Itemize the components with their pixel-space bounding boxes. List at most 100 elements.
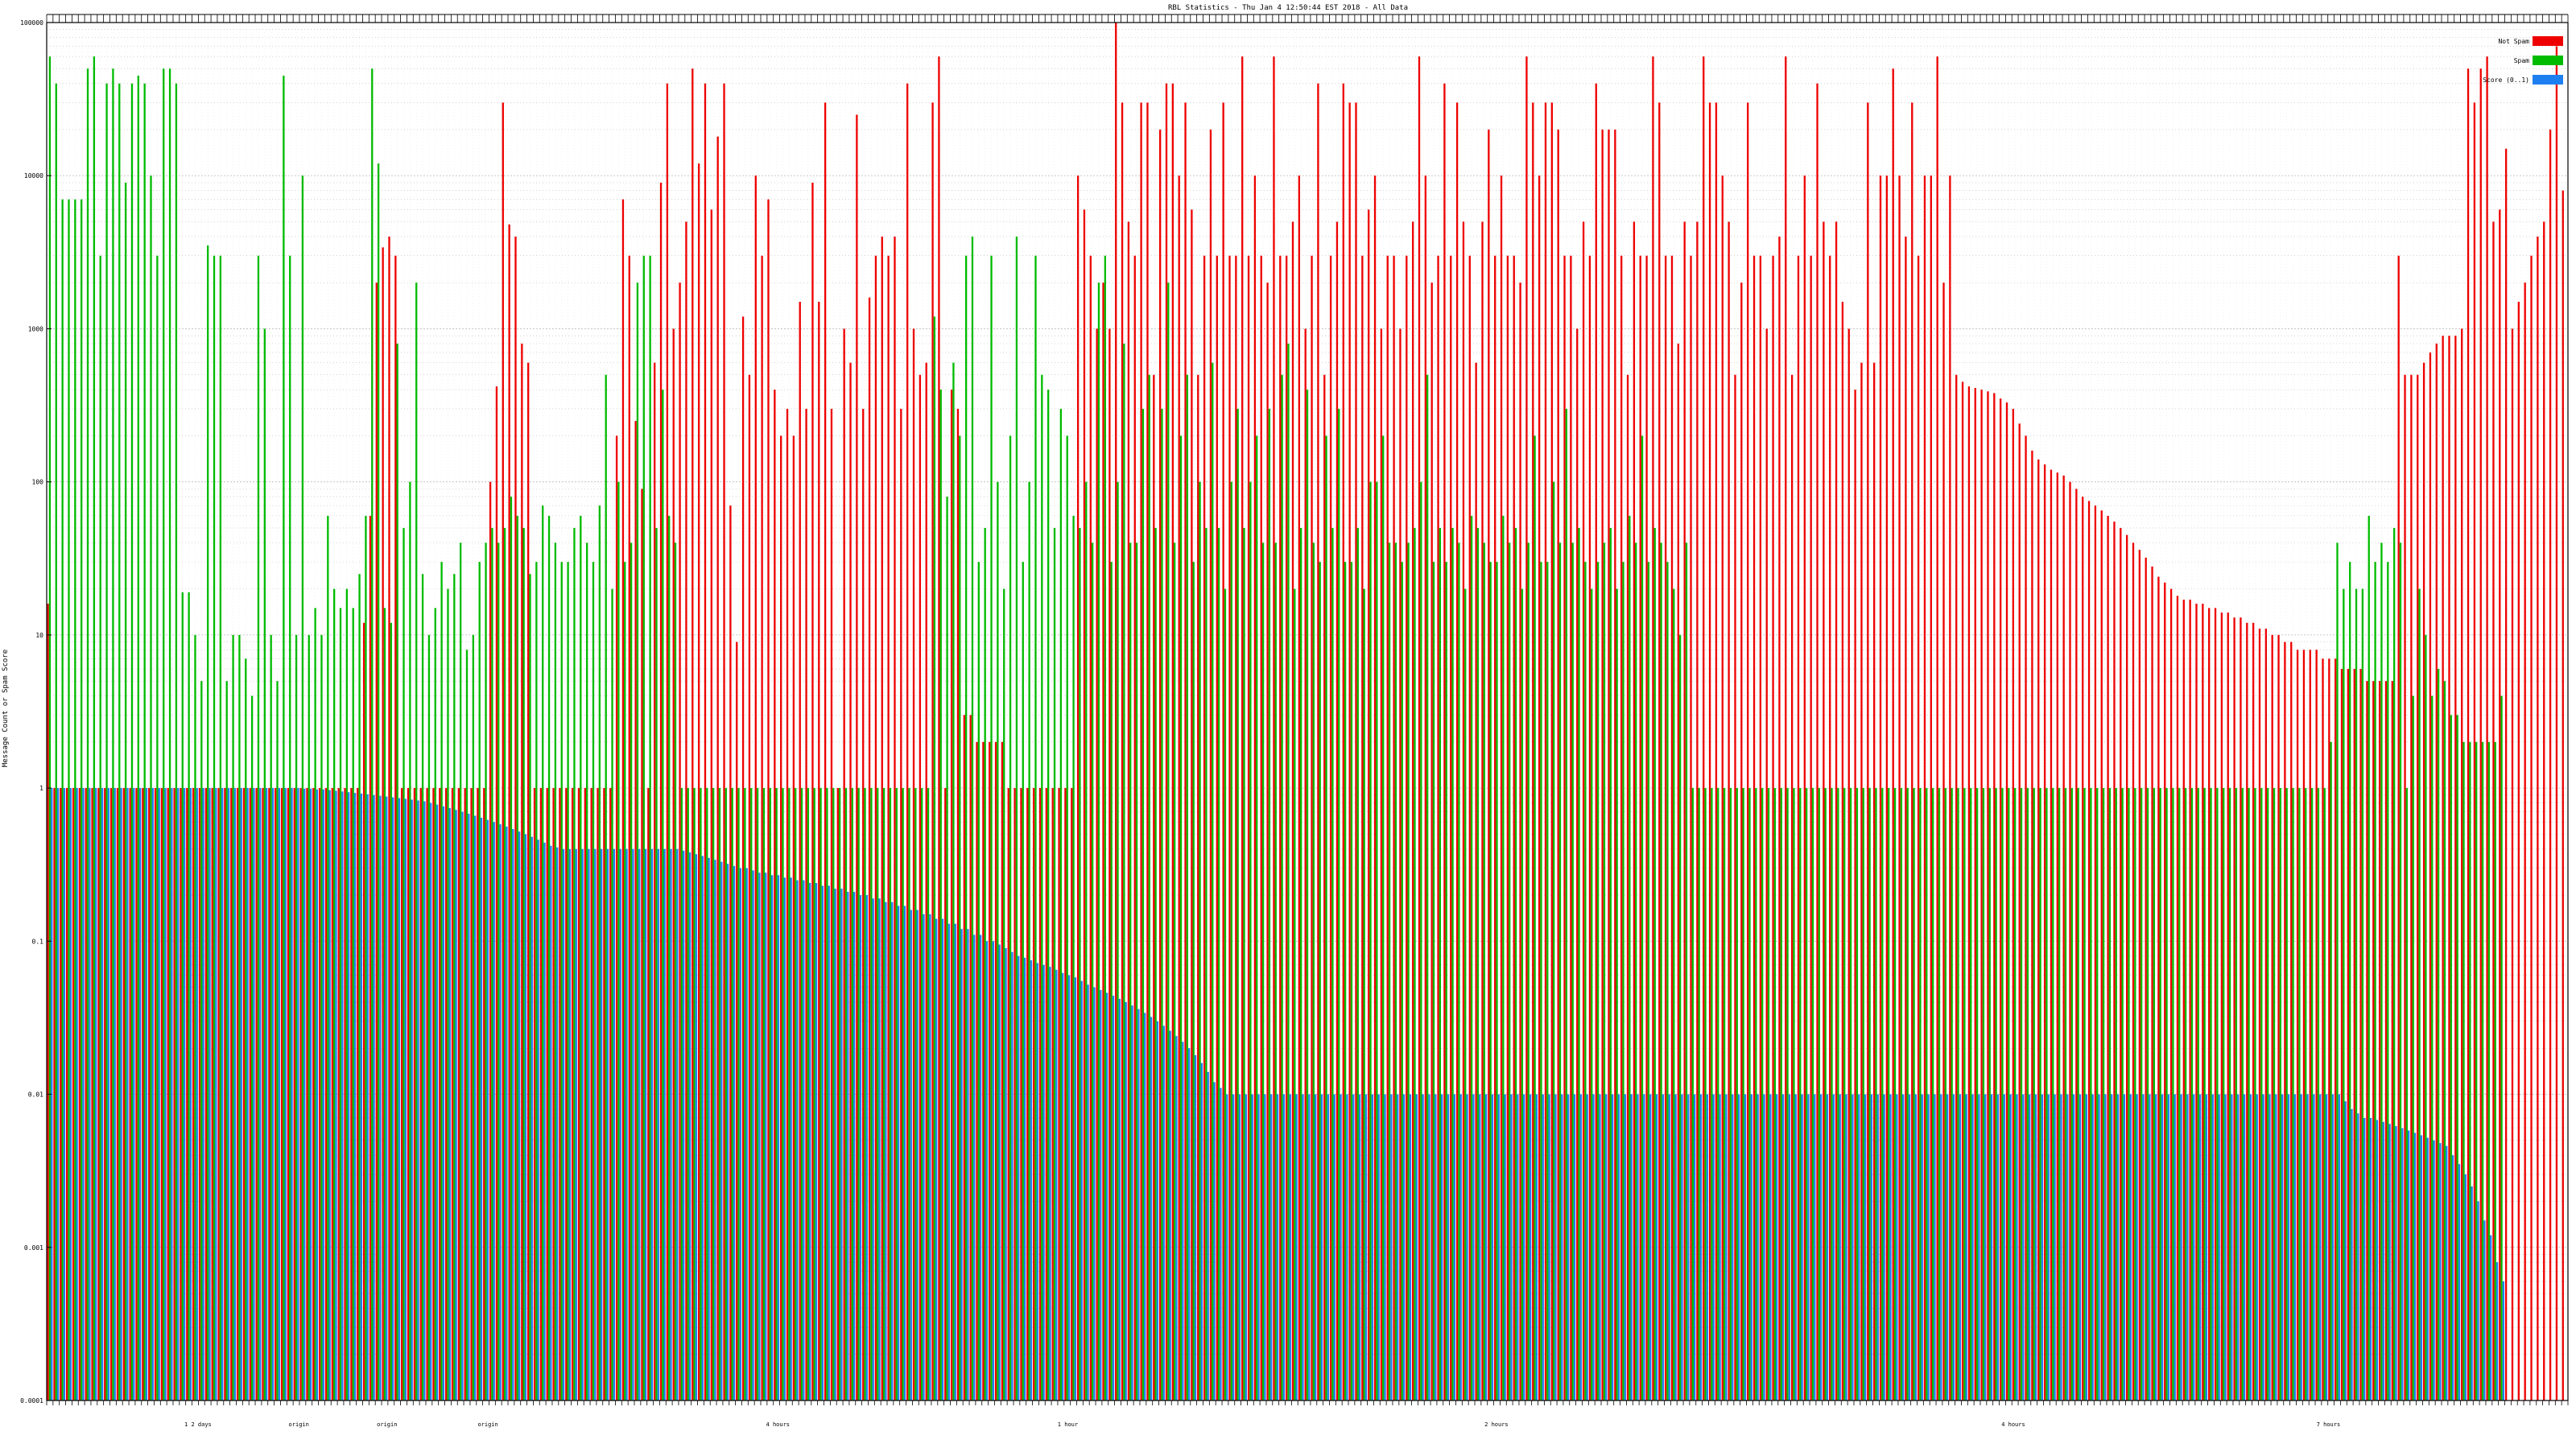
not_spam-bar (2284, 641, 2286, 1400)
not_spam-bar (1500, 175, 1503, 1401)
score-bar (2034, 1094, 2037, 1400)
score-bar (107, 788, 110, 1400)
not_spam-bar (2562, 190, 2564, 1400)
score-bar (265, 788, 268, 1400)
score-bar (834, 889, 836, 1400)
not_spam-bar (2043, 464, 2046, 1400)
y-tick-label: 0.1 (32, 938, 44, 945)
score-bar (309, 788, 312, 1400)
score-bar (1788, 1094, 1791, 1400)
score-bar (1763, 1094, 1765, 1400)
x-axis-ticks: 1 2 days origin origin origin 4 hours 1 hour 2… (46, 14, 2569, 1428)
score-bar (1883, 1094, 1885, 1400)
score-bar (929, 914, 931, 1400)
spam-bar (2096, 788, 2099, 1400)
score-bar (2344, 1101, 2347, 1400)
score-bar (1535, 1094, 1538, 1400)
not_spam-bar (148, 788, 151, 1400)
not_spam-bar (483, 788, 485, 1400)
not_spam-bar (2410, 374, 2413, 1401)
spam-bar (921, 788, 923, 1400)
not_spam-bar (741, 316, 745, 1400)
spam-bar (2178, 788, 2181, 1400)
spam-bar (2216, 788, 2219, 1400)
not_spam-bar (938, 56, 940, 1401)
score-bar (2458, 1164, 2461, 1400)
not_spam-bar (1038, 788, 1042, 1400)
not_spam-bar (1380, 328, 1383, 1401)
not_spam-bar (2120, 527, 2122, 1401)
score-bar (2325, 1094, 2328, 1400)
score-bar (1352, 1094, 1355, 1400)
not_spam-bar (1235, 255, 1237, 1401)
not_spam-bar (1203, 255, 1206, 1401)
spam-bar (1123, 343, 1125, 1400)
score-bar (1484, 1094, 1488, 1400)
score-bar (158, 788, 160, 1400)
score-bar (1699, 1094, 1703, 1400)
not_spam-bar (2018, 423, 2021, 1400)
score-bar (474, 815, 477, 1400)
spam-bar (2475, 741, 2478, 1400)
not_spam-bar (1291, 221, 1294, 1401)
not_spam-bar (950, 390, 953, 1400)
not_spam-bar (1026, 788, 1029, 1400)
not_spam-bar (249, 788, 251, 1400)
spam-bar (2159, 788, 2161, 1400)
not_spam-bar (641, 489, 643, 1400)
score-bar (360, 794, 363, 1400)
not_spam-bar (805, 408, 807, 1400)
score-bar (2293, 1094, 2297, 1400)
spam-bar (662, 390, 664, 1400)
not_spam-bar (1437, 255, 1439, 1401)
not_spam-bar (539, 788, 543, 1400)
score-bar (537, 839, 539, 1400)
score-bar (417, 800, 419, 1400)
not_spam-bar (135, 788, 138, 1400)
not_spam-bar (1386, 255, 1389, 1401)
score-bar (1732, 1094, 1734, 1400)
not_spam-bar (186, 788, 188, 1400)
spam-bar (383, 608, 386, 1400)
not_spam-bar (2227, 613, 2229, 1400)
spam-bar (2298, 788, 2301, 1400)
spam-bar (984, 527, 986, 1401)
score-bar (398, 798, 401, 1400)
score-bar (2186, 1094, 2189, 1400)
score-bar (1226, 1094, 1228, 1400)
score-bar (2161, 1094, 2164, 1400)
score-bar (650, 848, 654, 1400)
score-bar (1548, 1094, 1550, 1400)
score-bar (891, 901, 894, 1400)
not_spam-bar (1708, 102, 1711, 1401)
score-bar (1364, 1094, 1368, 1400)
spam-bar (2020, 788, 2023, 1400)
not_spam-bar (1550, 102, 1553, 1401)
spam-bar (1995, 788, 1997, 1400)
spam-bar (168, 68, 171, 1400)
score-bar (1182, 1042, 1184, 1400)
spam-bar (1951, 788, 1953, 1400)
score-bar (1062, 972, 1064, 1400)
spam-bar (1047, 390, 1050, 1400)
not_spam-bar (1608, 129, 1610, 1401)
score-bar (543, 842, 546, 1400)
score-bar (1649, 1094, 1652, 1400)
not_spam-bar (1247, 255, 1250, 1401)
score-bar (1864, 1094, 1867, 1400)
score-bar (1156, 1021, 1159, 1400)
score-bar (2502, 1281, 2505, 1400)
score-bar (1282, 1094, 1286, 1400)
not_spam-bar (723, 83, 725, 1401)
spam-bar (1761, 788, 1764, 1400)
not_spam-bar (862, 408, 865, 1400)
score-bar (2205, 1094, 2208, 1400)
score-bar (2446, 1145, 2448, 1400)
spam-bar (870, 788, 873, 1400)
score-bar (783, 877, 786, 1400)
spam-bar (2210, 788, 2212, 1400)
score-bar (2129, 1094, 2132, 1400)
score-bar (2382, 1121, 2384, 1400)
score-bar (246, 788, 249, 1400)
score-bar (1517, 1094, 1519, 1400)
